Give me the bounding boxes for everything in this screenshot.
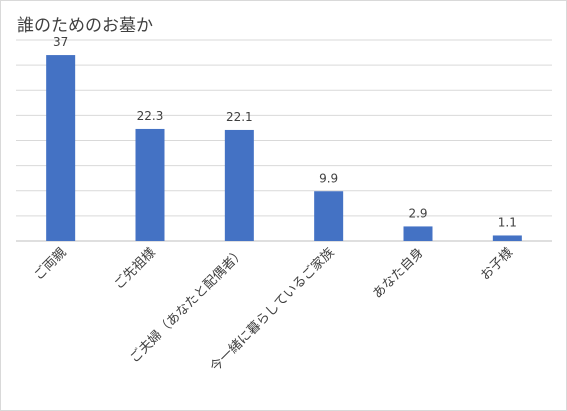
bars <box>46 55 522 242</box>
data-label: 9.9 <box>319 171 338 185</box>
bar <box>135 128 165 241</box>
data-labels: 37 22.3 22.1 9.9 2.9 1.1 <box>53 35 517 229</box>
x-tick-label: あなた自身 <box>370 245 427 302</box>
data-label: 22.1 <box>226 110 253 124</box>
bar <box>46 55 76 242</box>
x-tick-label: ご両親 <box>31 245 70 284</box>
x-tick-label: ご先祖様 <box>111 245 159 293</box>
chart-title: 誰のためのお墓か <box>17 16 153 36</box>
data-label: 1.1 <box>498 215 517 229</box>
x-tick-label: お子様 <box>478 245 516 283</box>
data-label: 2.9 <box>408 206 427 220</box>
bar <box>403 226 433 241</box>
data-label: 37 <box>53 35 68 49</box>
bar <box>224 129 254 241</box>
bar <box>314 191 344 241</box>
data-label: 22.3 <box>137 109 164 123</box>
gridlines <box>16 39 552 242</box>
bar <box>492 235 522 241</box>
